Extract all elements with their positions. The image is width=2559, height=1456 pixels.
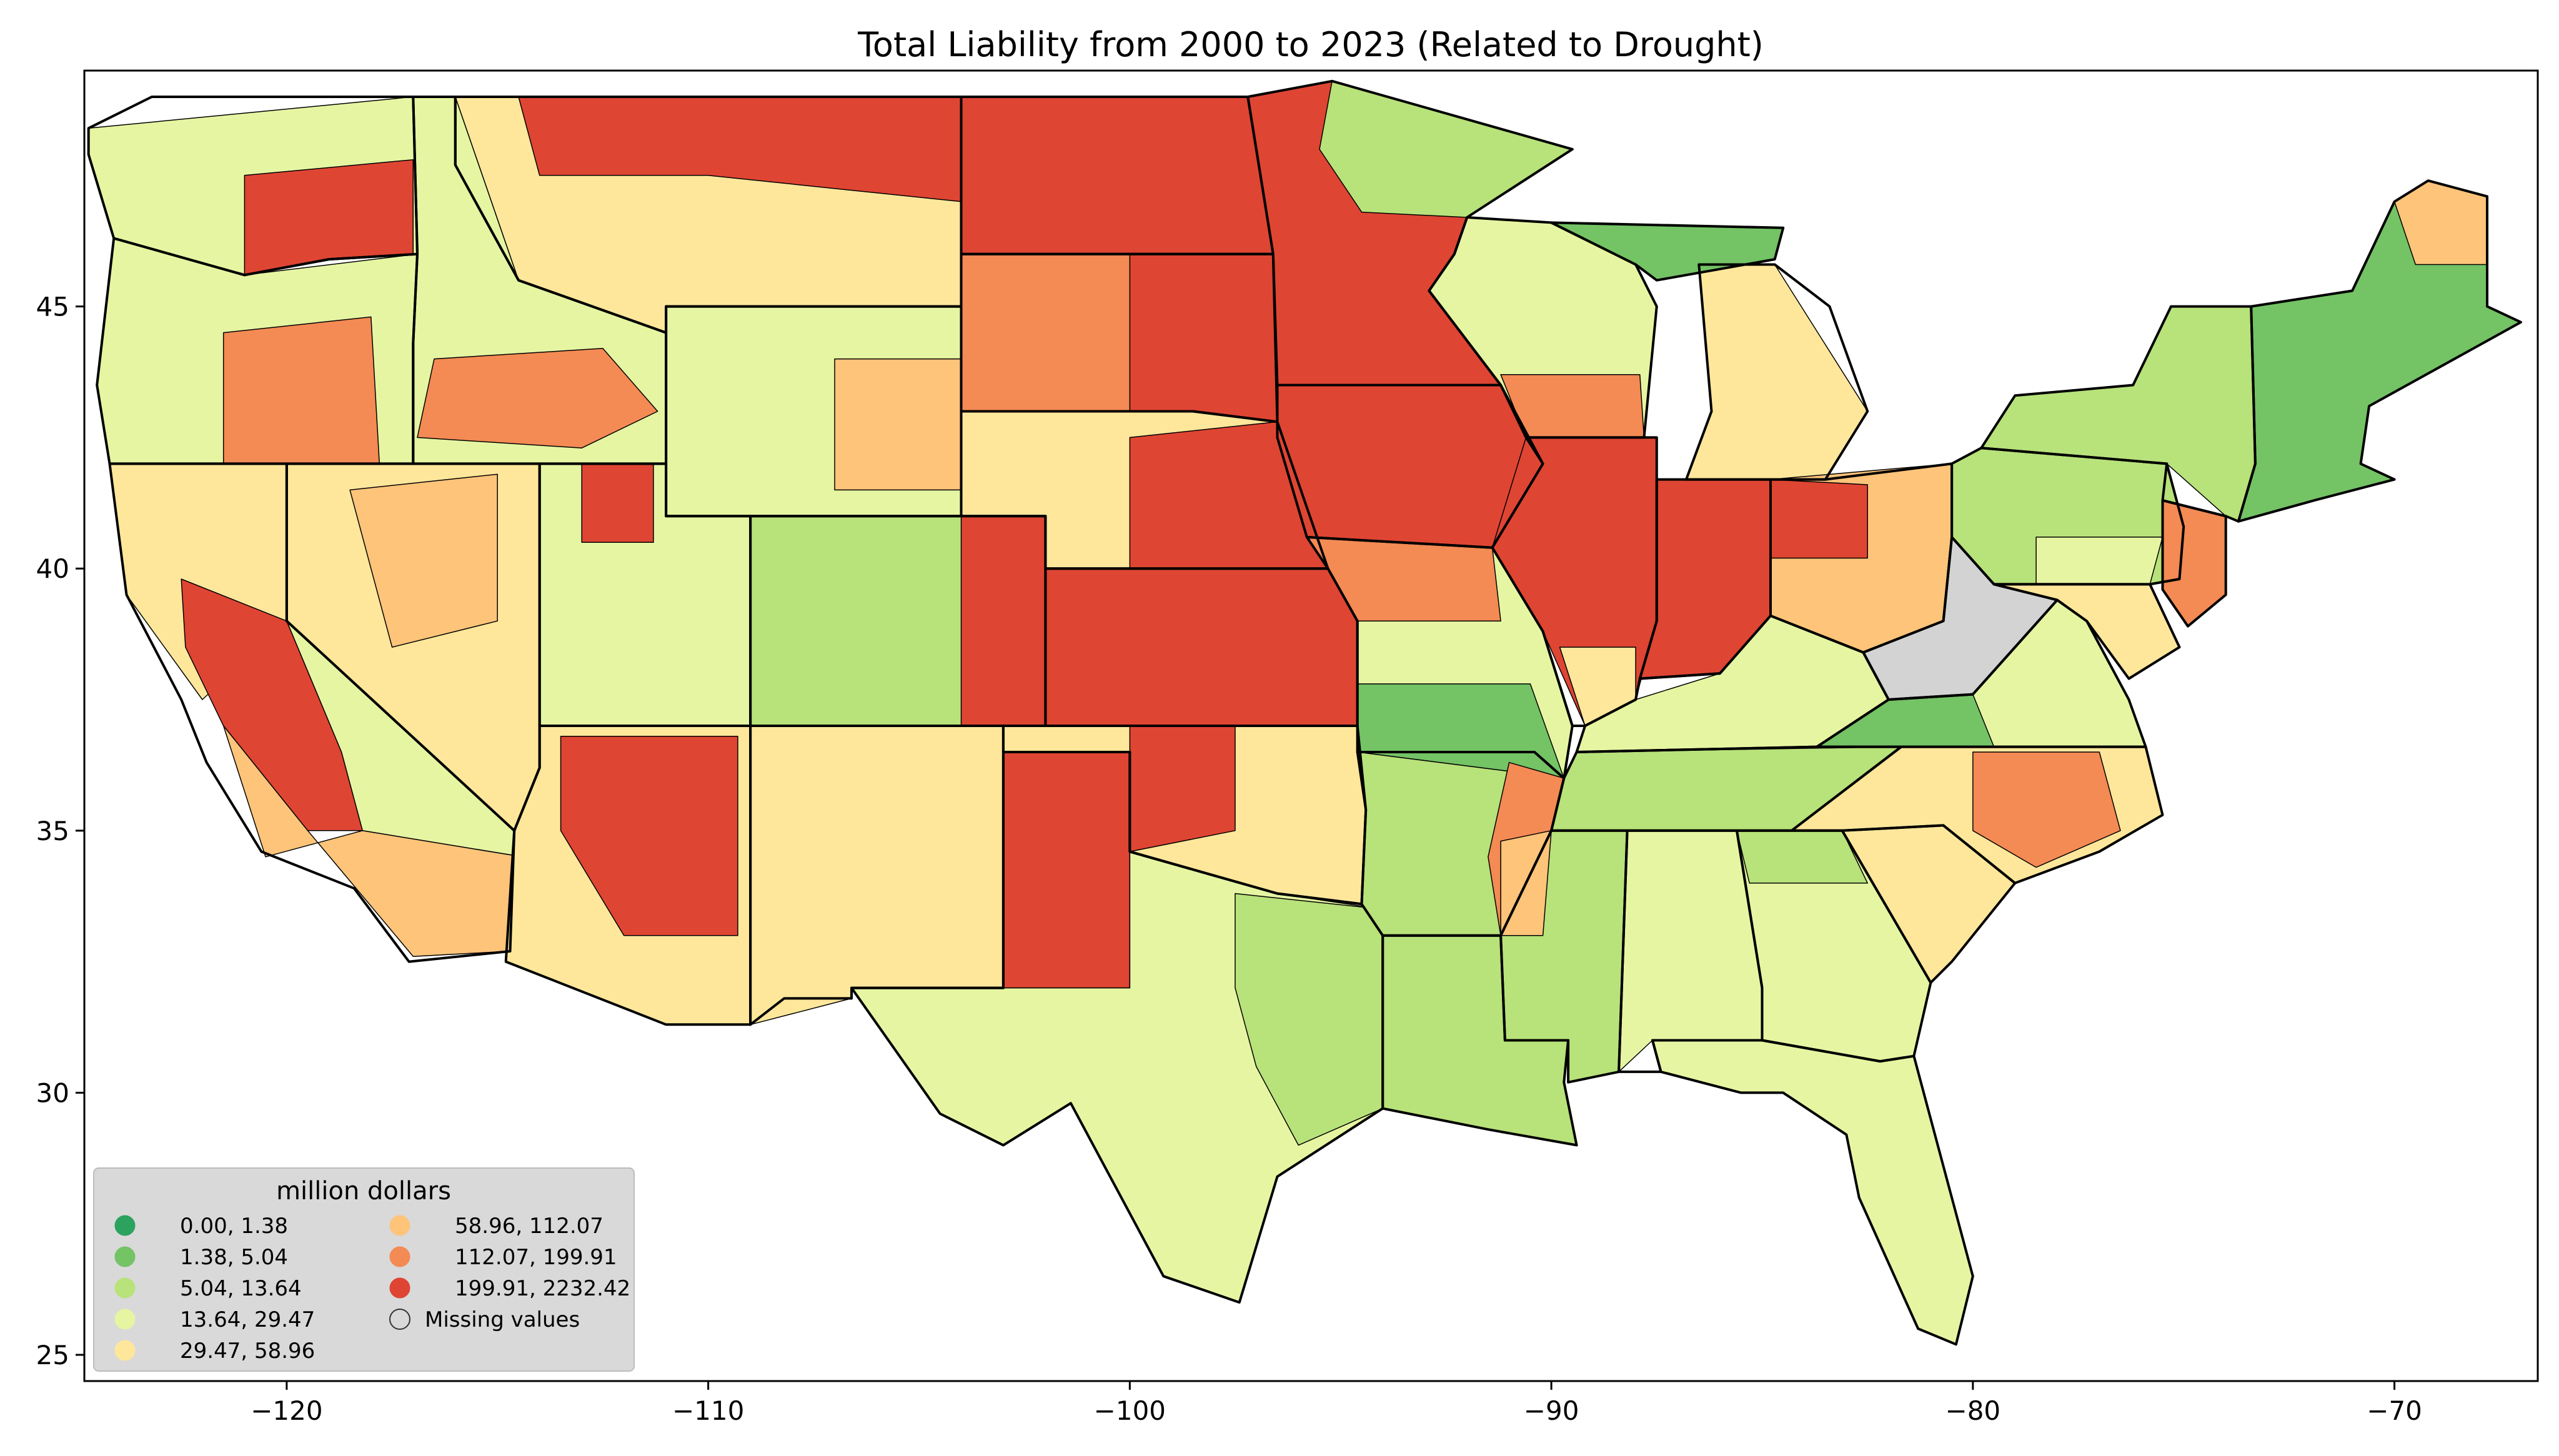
map-layer: [87, 81, 2522, 1345]
state-border-25: [1550, 221, 1785, 282]
legend-label-6: 112.07, 199.91: [455, 1245, 617, 1270]
region-30: [1129, 725, 1236, 853]
legend-label-7: 199.91, 2232.42: [455, 1276, 630, 1301]
region-19: [834, 358, 962, 491]
region-69: [2162, 500, 2227, 627]
region-28: [1045, 568, 1358, 726]
region-25: [1129, 253, 1278, 423]
region-9: [417, 348, 658, 448]
y-tick-label-4: 45: [36, 292, 69, 322]
legend-label-4: 29.47, 58.96: [180, 1339, 315, 1364]
x-tick-label-2: −100: [1094, 1395, 1166, 1426]
region-3: [222, 316, 380, 465]
legend-box: [93, 1167, 635, 1372]
legend-label-5: 58.96, 112.07: [455, 1214, 604, 1239]
x-tick-label-1: −110: [672, 1395, 744, 1426]
region-22: [750, 725, 1004, 1026]
region-21: [960, 515, 1046, 726]
legend-marker-0: [114, 1215, 136, 1236]
region-35: [1319, 81, 1573, 218]
region-68: [2035, 537, 2164, 585]
y-tick-label-1: 30: [36, 1077, 69, 1108]
chart-title: Total Liability from 2000 to 2023 (Relat…: [857, 25, 1764, 64]
x-tick-label-4: −80: [1945, 1395, 2001, 1426]
region-42: [1686, 264, 1868, 480]
legend-marker-2: [114, 1277, 136, 1299]
state-border-22: [1428, 216, 1658, 439]
axis-layer: −120 −110 −100 −90 −80 −70 25 30 35 40 45: [36, 292, 2422, 1426]
legend-marker-7: [389, 1277, 410, 1299]
legend-label-2: 5.04, 13.64: [180, 1276, 302, 1301]
y-tick-label-2: 35: [36, 816, 69, 846]
state-border-33: [1651, 1039, 1974, 1346]
region-23: [960, 96, 1274, 255]
state-border-24: [1685, 263, 1869, 481]
legend-label-0: 0.00, 1.38: [180, 1214, 288, 1239]
legend-entries: 0.00, 1.38 1.38, 5.04 5.04, 13.64 13.64, 29…: [114, 1214, 630, 1364]
region-62: [1972, 751, 2121, 868]
legend-label-1: 1.38, 5.04: [180, 1245, 288, 1270]
region-15: [560, 736, 738, 936]
region-56: [1618, 830, 1763, 1072]
legend-marker-4: [114, 1340, 136, 1361]
region-59: [1652, 1039, 1974, 1345]
legend-label-3: 13.64, 29.47: [180, 1307, 315, 1332]
legend-label-8: Missing values: [425, 1307, 580, 1332]
plot-frame: [83, 69, 2539, 1382]
legend-marker-6: [389, 1246, 410, 1267]
region-11: [349, 473, 498, 648]
region-48: [1770, 478, 1868, 559]
legend-marker-8: [389, 1309, 410, 1330]
state-border-30: [1499, 829, 1629, 1084]
x-tick-label-5: −70: [2367, 1395, 2422, 1426]
legend-marker-3: [114, 1309, 136, 1330]
x-tick-label-0: −120: [251, 1395, 322, 1426]
region-31: [1003, 751, 1131, 989]
legend: million dollars 0.00, 1.38 1.38, 5.04 5.04…: [93, 1167, 635, 1372]
x-tick-label-3: −90: [1524, 1395, 1579, 1426]
y-tick-label-0: 25: [36, 1340, 69, 1370]
y-tick-label-3: 40: [36, 553, 69, 584]
legend-marker-5: [389, 1215, 410, 1236]
region-13: [581, 463, 654, 543]
legend-marker-1: [114, 1246, 136, 1267]
state-border-layer: [87, 79, 2522, 1346]
state-border-42: [2237, 179, 2522, 523]
legend-title: million dollars: [276, 1177, 451, 1206]
